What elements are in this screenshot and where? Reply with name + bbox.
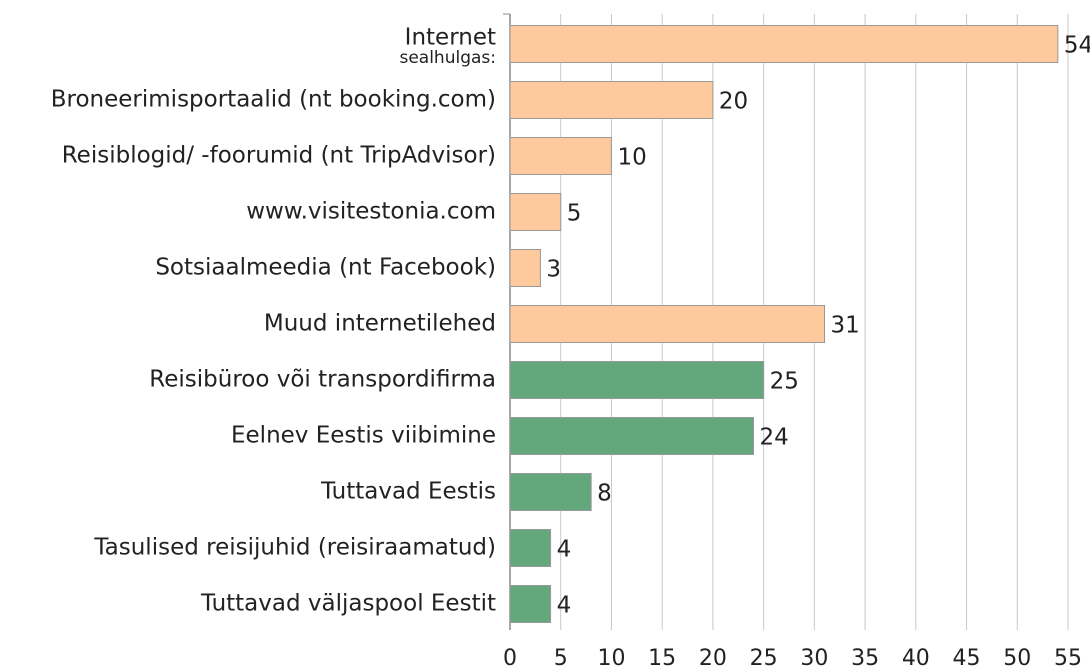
bar [509, 529, 552, 567]
bar [509, 25, 1059, 63]
y-tick-label: Eelnev Eestis viibimine [231, 423, 496, 449]
y-tick-label: Broneerimisportaalid (nt booking.com) [51, 87, 496, 113]
x-tick-label: 5 [554, 646, 568, 671]
y-tick-label: Reisiblogid/ -foorumid (nt TripAdvisor) [62, 143, 496, 169]
bar [509, 305, 826, 343]
value-label: 4 [557, 537, 572, 563]
x-tick-label: 0 [503, 646, 517, 671]
value-label: 3 [546, 257, 561, 283]
y-tick-label: Reisibüroo või transpordifirma [149, 367, 496, 393]
y-tick-label: Sotsiaalmeedia (nt Facebook) [155, 255, 496, 281]
value-label: 54 [1064, 33, 1090, 59]
x-tick-label: 40 [902, 646, 930, 671]
value-label: 5 [567, 201, 582, 227]
x-tick-label: 20 [699, 646, 727, 671]
x-tick-label: 50 [1003, 646, 1031, 671]
category-note: sealhulgas: [399, 48, 496, 68]
y-tick-label: Tuttavad Eestis [320, 479, 496, 505]
bar [509, 193, 562, 231]
x-tick-label: 30 [800, 646, 828, 671]
y-tick-label: Muud internetilehed [264, 311, 496, 337]
x-tick-label: 25 [750, 646, 778, 671]
value-label: 20 [719, 89, 748, 115]
x-tick-label: 15 [648, 646, 676, 671]
x-tick-label: 45 [953, 646, 981, 671]
x-tick-label: 35 [851, 646, 879, 671]
bar [509, 361, 765, 399]
value-label: 25 [770, 369, 799, 395]
bar [509, 585, 552, 623]
x-tick-label: 55 [1054, 646, 1082, 671]
bar [509, 81, 714, 119]
value-label: 4 [557, 593, 572, 619]
bar [509, 417, 754, 455]
value-label: 31 [831, 313, 860, 339]
value-label: 8 [597, 481, 612, 507]
y-tick-label: Tasulised reisijuhid (reisiraamatud) [93, 535, 496, 561]
y-tick-label: www.visitestonia.com [246, 199, 496, 225]
x-tick-label: 10 [597, 646, 625, 671]
bar [509, 249, 541, 287]
y-tick-label: Tuttavad väljaspool Eestit [200, 591, 496, 617]
bar [509, 473, 592, 511]
bar [509, 137, 612, 175]
value-label: 10 [617, 145, 646, 171]
y-tick-label: Internet [405, 25, 496, 51]
value-label: 24 [759, 425, 788, 451]
